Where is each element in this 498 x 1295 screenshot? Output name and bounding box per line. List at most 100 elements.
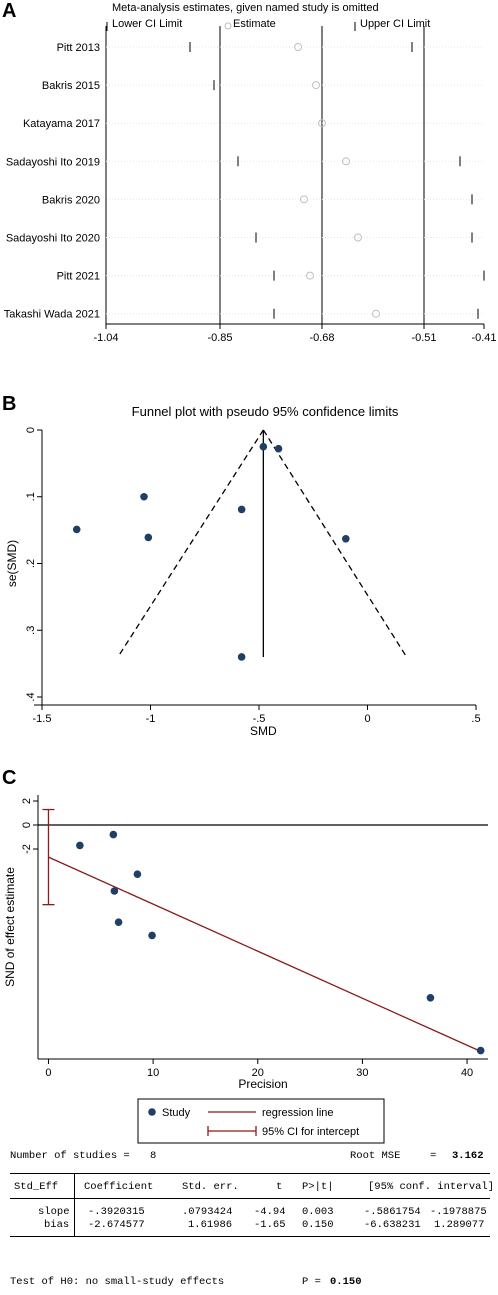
estimate-marker	[306, 271, 314, 280]
row-slope-p: 0.003	[302, 1206, 334, 1218]
panel-b-label: B	[2, 393, 17, 415]
n-studies-value: 8	[150, 1150, 157, 1162]
table-col-divider	[74, 1173, 75, 1236]
row-slope-t: -4.94	[254, 1206, 286, 1218]
study-label: Sadayoshi Ito 2019	[6, 156, 100, 168]
row-slope-se: .0793424	[182, 1206, 233, 1218]
study-label: Pitt 2021	[57, 271, 100, 283]
n-studies-label: Number of studies =	[10, 1150, 130, 1162]
chart-b-title: Funnel plot with pseudo 95% confidence l…	[132, 404, 399, 419]
study-point	[114, 918, 123, 926]
table-header-rule	[10, 1198, 490, 1199]
row-bias-lo: -6.638231	[364, 1219, 421, 1231]
legend-label-2: Upper CI Limit	[360, 18, 430, 30]
study-point	[426, 994, 435, 1002]
panel-a-chart: Meta-analysis estimates, given named stu…	[4, 2, 497, 344]
study-label: Pitt 2013	[57, 42, 100, 54]
col-header-t: t	[276, 1181, 283, 1193]
panel-c-label: C	[2, 767, 17, 789]
legend-label-0: Lower CI Limit	[112, 18, 182, 30]
row-bias-name: bias	[44, 1219, 70, 1231]
study-point	[109, 830, 118, 839]
study-label: Bakris 2015	[42, 80, 100, 92]
root-mse-label: Root MSE	[350, 1150, 401, 1162]
row-slope-lo: -.5861754	[364, 1206, 421, 1218]
study-point	[144, 533, 153, 542]
legend-estimate-marker	[224, 22, 232, 30]
x-tick-label-a-4: -0.41	[471, 332, 496, 344]
table-bottom-rule	[10, 1236, 490, 1237]
x-tick-label-c-1: 10	[147, 1067, 159, 1079]
legend-study-label: Study	[162, 1107, 191, 1119]
row-bias-hi: 1.289077	[434, 1219, 485, 1231]
col-header-se: Std. err.	[182, 1181, 239, 1193]
study-point	[76, 841, 84, 850]
study-point	[274, 444, 283, 453]
legend-box-c	[137, 1098, 385, 1144]
row-bias-coef: -2.674577	[88, 1219, 145, 1231]
study-label: Sadayoshi Ito 2020	[6, 233, 100, 245]
study-point	[72, 525, 81, 534]
x-tick-label-a-2: -0.68	[309, 332, 334, 344]
chart-a-title: Meta-analysis estimates, given named stu…	[112, 2, 379, 14]
y-axis-label-b: se(SMD)	[5, 540, 19, 587]
estimate-marker	[372, 309, 380, 318]
y-tick-label-c-0: 2	[21, 798, 33, 804]
study-label: Takashi Wada 2021	[4, 309, 100, 321]
study-point	[342, 535, 350, 543]
x-tick-label-c-3: 30	[356, 1067, 368, 1079]
col-header-coef: Coefficient	[84, 1181, 154, 1193]
x-tick-label-b-3: 0	[364, 713, 370, 725]
legend-label-1: Estimate	[233, 18, 276, 30]
funnel-left-limit	[117, 429, 264, 658]
panel-a-label: A	[2, 0, 17, 22]
x-tick-label-a-3: -0.51	[411, 332, 436, 344]
row-bias-se: 1.61986	[188, 1219, 233, 1231]
study-point	[237, 653, 246, 661]
x-tick-label-c-4: 40	[461, 1067, 473, 1079]
test-p-value: 0.150	[330, 1276, 362, 1288]
estimate-marker	[354, 233, 362, 242]
y-tick-label-b-3: .3	[25, 626, 37, 635]
x-tick-label-a-0: -1.04	[93, 332, 118, 344]
y-tick-label-b-4: .4	[25, 692, 37, 701]
x-tick-label-b-0: -1.5	[33, 713, 52, 725]
study-point	[237, 505, 246, 514]
x-axis-label-c: Precision	[238, 1077, 287, 1091]
row-slope-coef: -.3920315	[88, 1206, 145, 1218]
y-tick-label-c-1: 0	[21, 822, 33, 828]
estimate-marker	[342, 157, 350, 166]
root-mse-eq: =	[430, 1150, 437, 1162]
regression-line	[48, 856, 481, 1052]
table-top-rule	[10, 1173, 490, 1174]
y-tick-label-b-1: .1	[25, 492, 37, 501]
x-axis-label-b: SMD	[250, 724, 277, 738]
study-label: Bakris 2020	[42, 194, 100, 206]
test-p-label: P =	[302, 1276, 321, 1288]
col-header-ci: [95% conf. interval]	[368, 1181, 495, 1193]
row-bias-t: -1.65	[254, 1219, 286, 1231]
col-header-p: P>|t|	[302, 1181, 334, 1193]
study-point	[140, 492, 148, 501]
estimate-marker	[300, 195, 308, 204]
x-tick-label-c-0: 0	[45, 1067, 51, 1079]
row-slope-hi: -.1978875	[430, 1206, 487, 1218]
row-slope-name: slope	[38, 1206, 70, 1218]
col-header-stdeff: Std_Eff	[14, 1181, 59, 1193]
legend-regression-label: regression line	[262, 1107, 334, 1119]
estimate-marker	[318, 119, 326, 128]
x-tick-label-b-4: .5	[471, 713, 480, 725]
study-point	[148, 931, 156, 940]
legend-study-marker	[148, 1108, 156, 1116]
funnel-right-limit	[262, 429, 408, 658]
root-mse-value: 3.162	[452, 1150, 484, 1162]
test-h0-label: Test of H0: no small-study effects	[10, 1276, 225, 1288]
study-point	[476, 1046, 485, 1055]
study-point	[110, 887, 119, 895]
estimate-marker	[312, 81, 320, 90]
study-label: Katayama 2017	[23, 118, 100, 130]
row-bias-p: 0.150	[302, 1219, 334, 1231]
y-tick-label-b-0: 0	[25, 427, 37, 433]
y-tick-label-b-2: .2	[25, 559, 37, 568]
estimate-marker	[294, 43, 302, 51]
